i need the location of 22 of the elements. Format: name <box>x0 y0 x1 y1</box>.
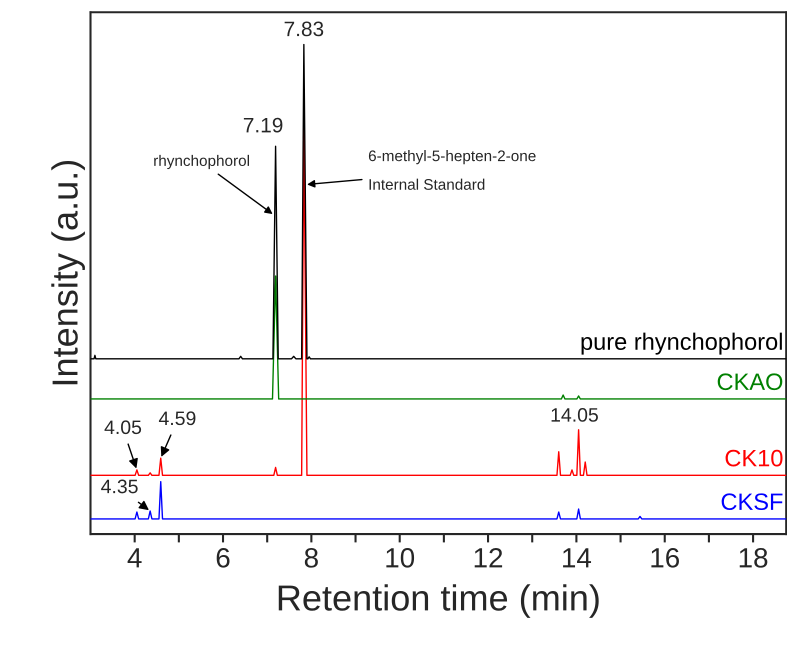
x-tick-label: 4 <box>128 548 142 568</box>
series-label: CKSF <box>722 493 782 510</box>
annotation: 4.35 <box>101 480 138 494</box>
x-tick-label: 16 <box>651 548 679 568</box>
annotation: 6-methyl-5-hepten-2-one Internal Standard <box>368 150 536 190</box>
x-tick-label: 6 <box>216 548 230 568</box>
x-tick-label: 14 <box>563 548 592 568</box>
x-tick-label: 12 <box>474 548 502 568</box>
annotation: rhynchophorol <box>154 154 249 170</box>
annotation: 7.19 <box>244 118 282 133</box>
annotation: 14.05 <box>552 408 598 422</box>
x-tick-label: 18 <box>740 548 768 568</box>
series-label: pure rhynchophorol <box>582 332 782 355</box>
x-axis-title: Retention time (min) <box>278 584 599 618</box>
series-label: CKAO <box>718 373 782 390</box>
annotation: 4.05 <box>104 420 142 434</box>
x-tick-label: 10 <box>386 548 414 568</box>
annotation: 4.59 <box>158 411 196 426</box>
annotation: 7.83 <box>284 22 324 36</box>
series-label: CK10 <box>726 450 783 466</box>
y-axis-title: Intensity (a.u.) <box>51 160 85 384</box>
x-tick-label: 8 <box>304 548 318 568</box>
